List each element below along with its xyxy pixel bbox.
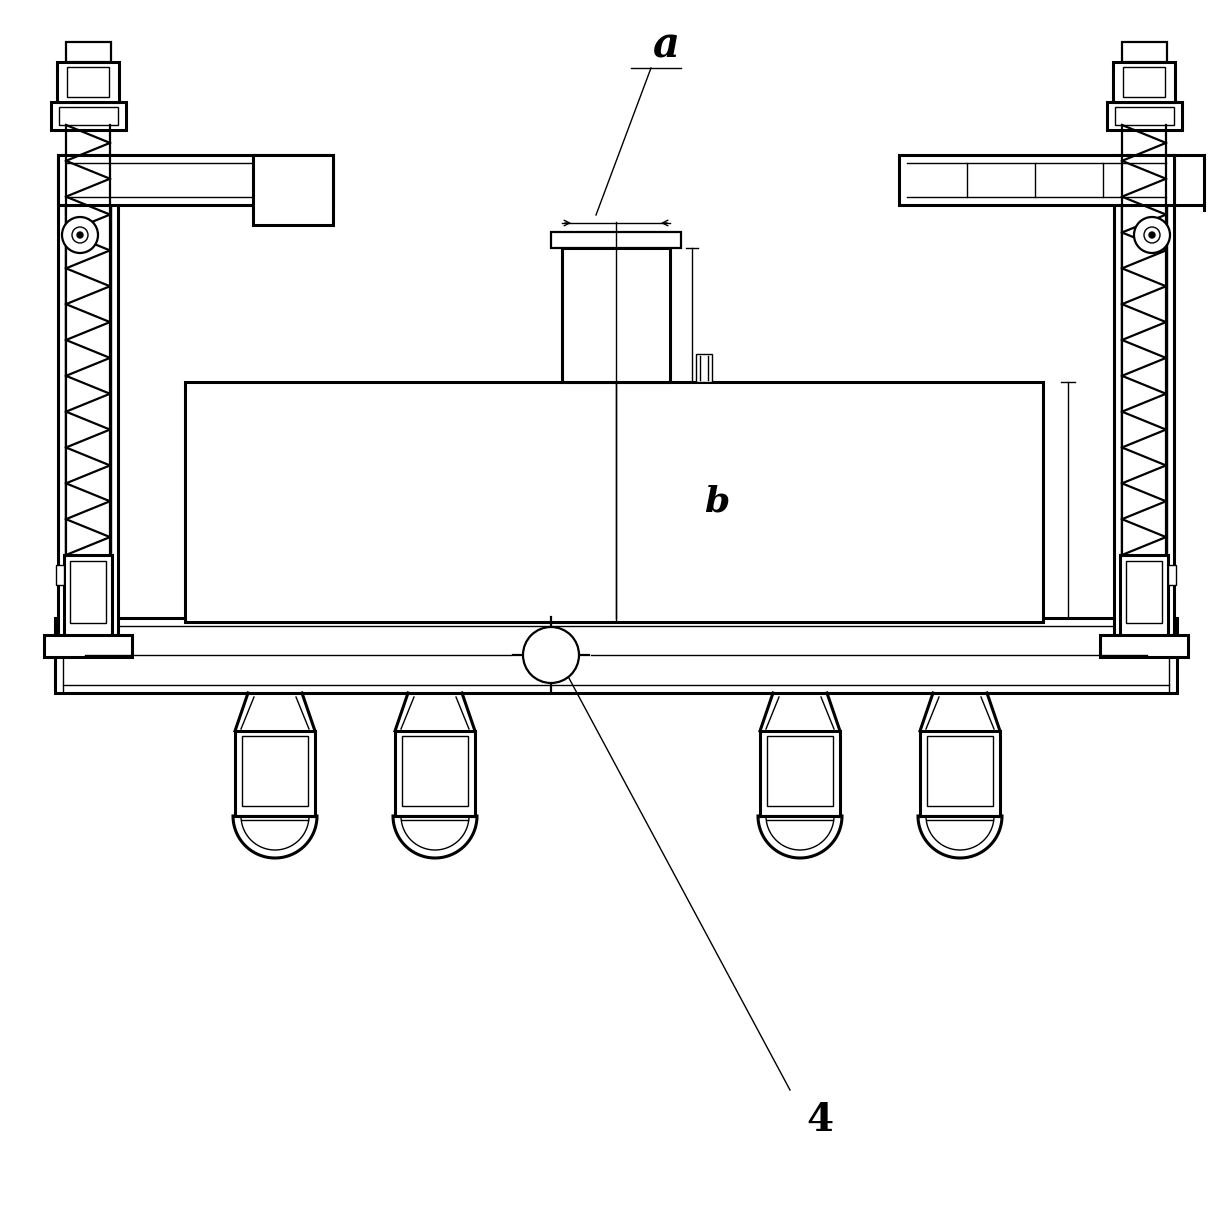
Text: a: a	[653, 24, 680, 66]
Bar	[67, 67, 108, 97]
Bar	[57, 62, 120, 102]
Bar	[253, 155, 333, 225]
Bar	[1168, 565, 1177, 585]
Bar	[235, 731, 315, 816]
Bar	[1108, 102, 1181, 130]
Bar	[1100, 635, 1188, 657]
Text: b: b	[705, 486, 729, 519]
Bar	[55, 618, 1177, 693]
Bar	[55, 565, 64, 585]
Bar	[64, 555, 112, 637]
Bar	[58, 155, 333, 205]
Circle shape	[1145, 227, 1161, 243]
Bar	[59, 106, 118, 125]
Bar	[920, 731, 1000, 816]
Bar	[1112, 62, 1175, 102]
Circle shape	[62, 216, 99, 253]
Text: 4: 4	[807, 1101, 834, 1139]
Bar	[1114, 155, 1174, 635]
Bar	[551, 232, 681, 248]
Bar	[44, 635, 132, 657]
Bar	[562, 248, 670, 382]
Circle shape	[524, 627, 579, 682]
Bar	[402, 736, 468, 806]
Bar	[67, 42, 111, 62]
Circle shape	[71, 227, 87, 243]
Bar	[899, 155, 1174, 205]
Bar	[58, 155, 118, 635]
Bar	[926, 736, 993, 806]
Bar	[696, 353, 712, 382]
Bar	[760, 731, 840, 816]
Circle shape	[76, 232, 83, 238]
Bar	[1122, 42, 1167, 62]
Bar	[185, 382, 1044, 623]
Bar	[1115, 106, 1174, 125]
Bar	[1124, 67, 1165, 97]
Circle shape	[1133, 216, 1170, 253]
Bar	[1126, 561, 1162, 623]
Bar	[51, 102, 126, 130]
Bar	[70, 561, 106, 623]
Bar	[1120, 555, 1168, 637]
Bar	[768, 736, 833, 806]
Bar	[395, 731, 476, 816]
Bar	[241, 736, 308, 806]
Circle shape	[1149, 232, 1156, 238]
